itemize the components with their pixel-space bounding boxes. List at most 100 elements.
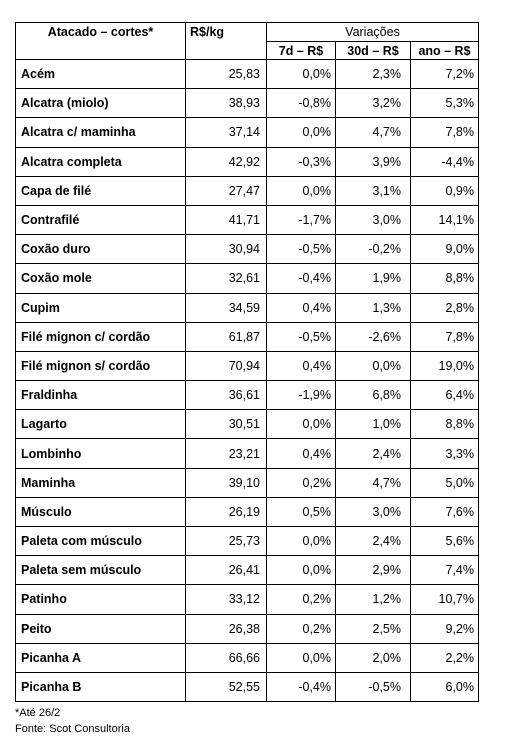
wholesale-beef-price-table: Atacado – cortes* R$/kg Variações 7d – R… [15, 22, 479, 703]
cut-name: Fraldinha [15, 380, 186, 411]
var-30d-cell: 3,0% [335, 496, 411, 528]
cut-name: Capa de filé [15, 175, 186, 206]
var-year-cell: 3,3% [410, 438, 479, 469]
header-7d: 7d – R$ [266, 41, 336, 60]
var-30d-cell: 2,9% [335, 555, 411, 586]
cut-name: Alcatra c/ maminha [15, 117, 186, 148]
table-row: Patinho 33,12 0,2% 1,2% 10,7% [15, 584, 479, 615]
var-30d-cell: 1,3% [335, 292, 411, 323]
var-30d-cell: 1,0% [335, 409, 411, 440]
var-7d-cell: -0,8% [266, 88, 336, 119]
cut-name: Coxão mole [15, 263, 186, 294]
var-30d-cell: 3,1% [335, 175, 411, 206]
var-7d-cell: -0,5% [266, 321, 336, 352]
var-30d-cell: 1,2% [335, 584, 411, 615]
cut-name: Peito [15, 613, 186, 644]
var-year-cell: 7,8% [410, 321, 479, 352]
var-7d-cell: 0,0% [266, 555, 336, 586]
var-year-cell: 10,7% [410, 584, 479, 615]
cut-name: Filé mignon c/ cordão [15, 321, 186, 352]
price-cell: 26,19 [185, 496, 267, 528]
var-year-cell: 9,2% [410, 613, 479, 644]
table-row: Maminha 39,10 0,2% 4,7% 5,0% [15, 467, 479, 498]
price-cell: 30,51 [185, 409, 267, 440]
table-body: Acém 25,83 0,0% 2,3% 7,2% Alcatra (miolo) 38,9… [15, 58, 479, 703]
table-row: Alcatra (miolo) 38,93 -0,8% 3,2% 5,3% [15, 88, 479, 119]
price-cell: 25,73 [185, 525, 267, 557]
var-year-cell: 5,6% [410, 525, 479, 557]
var-year-cell: 8,8% [410, 263, 479, 294]
price-cell: 27,47 [185, 175, 267, 206]
price-cell: 26,41 [185, 555, 267, 586]
source-note: Fonte: Scot Consultoria [15, 723, 130, 735]
price-cell: 23,21 [185, 438, 267, 469]
footnote: *Até 26/2 [15, 707, 61, 719]
header-price: R$/kg [185, 22, 267, 60]
cut-name: Paleta sem músculo [15, 555, 186, 586]
table-row: Picanha A 66,66 0,0% 2,0% 2,2% [15, 642, 479, 673]
table-row: Lagarto 30,51 0,0% 1,0% 8,8% [15, 409, 479, 440]
var-30d-cell: 6,8% [335, 380, 411, 411]
var-year-cell: 7,6% [410, 496, 479, 528]
var-7d-cell: 0,5% [266, 496, 336, 528]
table-row: Filé mignon c/ cordão 61,87 -0,5% -2,6% 7,8% [15, 321, 479, 352]
var-7d-cell: 0,4% [266, 350, 336, 382]
cut-name: Picanha B [15, 671, 186, 703]
var-7d-cell: 0,0% [266, 117, 336, 148]
header-cut: Atacado – cortes* [15, 22, 186, 60]
var-year-cell: 5,3% [410, 88, 479, 119]
var-7d-cell: 0,2% [266, 467, 336, 498]
var-7d-cell: -0,3% [266, 146, 336, 177]
cut-name: Filé mignon s/ cordão [15, 350, 186, 382]
table-row: Músculo 26,19 0,5% 3,0% 7,6% [15, 496, 479, 528]
price-cell: 25,83 [185, 58, 267, 90]
table-row: Coxão mole 32,61 -0,4% 1,9% 8,8% [15, 263, 479, 294]
var-7d-cell: 0,2% [266, 584, 336, 615]
table-row: Acém 25,83 0,0% 2,3% 7,2% [15, 58, 479, 90]
var-7d-cell: -0,5% [266, 234, 336, 265]
var-year-cell: 6,4% [410, 380, 479, 411]
price-cell: 70,94 [185, 350, 267, 382]
price-cell: 39,10 [185, 467, 267, 498]
table-row: Peito 26,38 0,2% 2,5% 9,2% [15, 613, 479, 644]
cut-name: Patinho [15, 584, 186, 615]
var-30d-cell: 2,5% [335, 613, 411, 644]
table-row: Coxão duro 30,94 -0,5% -0,2% 9,0% [15, 234, 479, 265]
var-7d-cell: 0,2% [266, 613, 336, 644]
var-7d-cell: -0,4% [266, 263, 336, 294]
cut-name: Cupim [15, 292, 186, 323]
var-30d-cell: 2,4% [335, 525, 411, 557]
var-30d-cell: 2,3% [335, 58, 411, 90]
table-row: Lombinho 23,21 0,4% 2,4% 3,3% [15, 438, 479, 469]
var-30d-cell: 4,7% [335, 467, 411, 498]
price-cell: 26,38 [185, 613, 267, 644]
var-7d-cell: -1,9% [266, 380, 336, 411]
header-30d: 30d – R$ [335, 41, 411, 60]
var-30d-cell: 0,0% [335, 350, 411, 382]
var-7d-cell: 0,0% [266, 642, 336, 673]
var-year-cell: 19,0% [410, 350, 479, 382]
var-year-cell: 2,8% [410, 292, 479, 323]
cut-name: Maminha [15, 467, 186, 498]
price-cell: 33,12 [185, 584, 267, 615]
var-year-cell: 9,0% [410, 234, 479, 265]
var-30d-cell: -0,5% [335, 671, 411, 703]
price-cell: 34,59 [185, 292, 267, 323]
var-7d-cell: -0,4% [266, 671, 336, 703]
var-year-cell: 2,2% [410, 642, 479, 673]
price-cell: 41,71 [185, 204, 267, 236]
var-year-cell: 5,0% [410, 467, 479, 498]
var-30d-cell: 3,9% [335, 146, 411, 177]
price-cell: 52,55 [185, 671, 267, 703]
cut-name: Músculo [15, 496, 186, 528]
var-year-cell: 8,8% [410, 409, 479, 440]
price-cell: 61,87 [185, 321, 267, 352]
var-7d-cell: 0,0% [266, 58, 336, 90]
cut-name: Contrafilé [15, 204, 186, 236]
price-cell: 32,61 [185, 263, 267, 294]
cut-name: Alcatra completa [15, 146, 186, 177]
table-row: Fraldinha 36,61 -1,9% 6,8% 6,4% [15, 380, 479, 411]
price-cell: 42,92 [185, 146, 267, 177]
var-year-cell: 7,8% [410, 117, 479, 148]
var-year-cell: 7,4% [410, 555, 479, 586]
